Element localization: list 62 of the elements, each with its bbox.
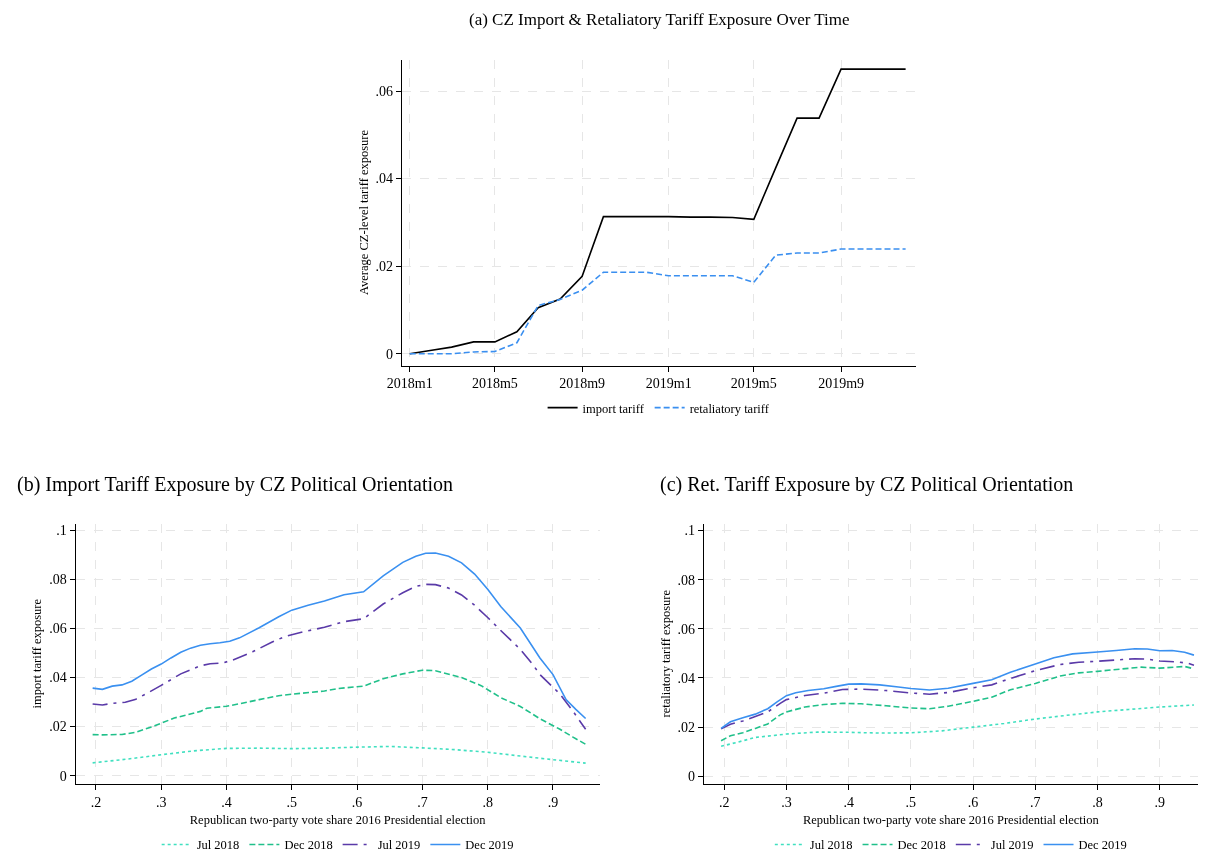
chart-title: (c) Ret. Tariff Exposure by CZ Political Orientation bbox=[660, 473, 1074, 496]
x-tick-label: 2019m5 bbox=[730, 376, 777, 392]
y-tick-label: .02 bbox=[677, 720, 696, 736]
x-tick-label: .4 bbox=[843, 794, 854, 810]
x-tick-label: .5 bbox=[286, 794, 298, 810]
line-series bbox=[91, 669, 587, 746]
legend-label: Dec 2018 bbox=[897, 838, 946, 853]
x-tick-label: 2019m9 bbox=[818, 376, 865, 392]
x-tick-label: 2018m5 bbox=[471, 376, 518, 392]
chart-title: (b) Import Tariff Exposure by CZ Political Orientation bbox=[17, 473, 454, 496]
line-series bbox=[91, 552, 587, 720]
x-tick-label: .5 bbox=[905, 794, 917, 810]
x-axis-title: Republican two-party vote share 2016 Presidential election bbox=[189, 812, 487, 827]
x-axis-title: Republican two-party vote share 2016 Presidential election bbox=[802, 812, 1100, 827]
y-tick-label: .04 bbox=[677, 670, 696, 686]
y-tick-label: .02 bbox=[375, 259, 394, 275]
x-tick-label: .3 bbox=[155, 794, 167, 810]
y-tick-label: 0 bbox=[59, 768, 67, 784]
y-tick-label: .1 bbox=[56, 523, 67, 539]
y-tick-label: .08 bbox=[49, 572, 67, 588]
x-tick-label: .9 bbox=[547, 794, 559, 810]
x-tick-label: .4 bbox=[221, 794, 232, 810]
legend-label: Jul 2018 bbox=[809, 838, 853, 853]
y-axis-title: import tariff exposure bbox=[30, 598, 45, 709]
legend-label: Jul 2019 bbox=[990, 838, 1034, 853]
legend-label: Dec 2019 bbox=[1078, 838, 1127, 853]
legend-label: Jul 2019 bbox=[377, 838, 421, 853]
legend-label: Dec 2018 bbox=[284, 838, 333, 853]
y-tick-label: .06 bbox=[375, 83, 394, 99]
x-tick-label: .8 bbox=[482, 794, 493, 810]
x-tick-label: .7 bbox=[1030, 794, 1041, 810]
x-tick-label: .2 bbox=[90, 794, 102, 810]
legend-label: import tariff bbox=[582, 401, 645, 416]
x-tick-label: .8 bbox=[1092, 794, 1103, 810]
legend-label: Dec 2019 bbox=[465, 838, 514, 853]
x-tick-label: .6 bbox=[351, 794, 363, 810]
y-tick-label: .02 bbox=[49, 719, 67, 735]
y-tick-label: 0 bbox=[688, 769, 696, 785]
y-axis-title: Average CZ-level tariff exposure bbox=[356, 129, 371, 296]
y-axis-title: retaliatory tariff exposure bbox=[658, 589, 673, 718]
chart-title: (a) CZ Import & Retaliatory Tariff Exposure Over Time bbox=[469, 10, 850, 29]
line-series bbox=[91, 745, 587, 764]
x-tick-label: .9 bbox=[1154, 794, 1165, 810]
line-series bbox=[408, 248, 907, 355]
line-series bbox=[720, 704, 1195, 748]
x-tick-label: .7 bbox=[417, 794, 428, 810]
x-tick-label: 2019m1 bbox=[645, 376, 692, 392]
y-tick-label: .06 bbox=[677, 621, 696, 637]
y-tick-label: .04 bbox=[49, 670, 67, 686]
x-tick-label: .2 bbox=[718, 794, 730, 810]
y-tick-label: .06 bbox=[49, 621, 67, 637]
y-tick-label: 0 bbox=[386, 346, 394, 362]
x-tick-label: 2018m1 bbox=[386, 376, 433, 392]
legend-label: Jul 2018 bbox=[196, 838, 240, 853]
legend-label: retaliatory tariff bbox=[689, 401, 770, 416]
x-tick-label: .3 bbox=[781, 794, 792, 810]
x-tick-label: .6 bbox=[967, 794, 979, 810]
y-tick-label: .04 bbox=[375, 171, 394, 187]
y-tick-label: .1 bbox=[684, 523, 696, 539]
line-series bbox=[91, 583, 587, 731]
y-tick-label: .08 bbox=[677, 572, 696, 588]
x-tick-label: 2018m9 bbox=[559, 376, 606, 392]
